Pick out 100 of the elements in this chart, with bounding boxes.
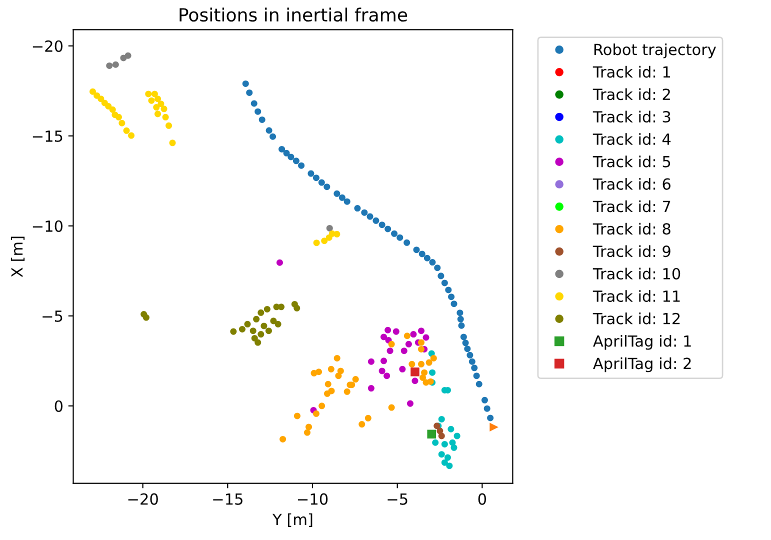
point [106,62,113,69]
point [446,462,453,470]
point [334,190,340,197]
point [473,372,480,380]
point [274,320,282,328]
point [278,304,285,310]
point [258,116,266,123]
point [404,239,410,246]
point [148,97,155,104]
point [123,127,130,134]
point [430,354,437,362]
point [427,430,436,439]
legend-label: Track id: 11 [592,290,680,302]
point [476,380,482,388]
point [250,100,258,107]
x-tick-label: −15 [213,493,242,505]
point [335,372,342,380]
legend-label: Track id: 1 [592,66,670,78]
point [312,174,320,182]
point [460,334,467,340]
point [384,226,392,232]
point [396,234,404,241]
point [366,213,374,220]
point [306,424,312,430]
point [142,314,150,321]
point [487,414,494,422]
point [380,334,388,340]
point [118,120,126,126]
point [422,334,430,341]
point [265,328,272,334]
point [429,369,436,376]
point [160,106,168,112]
legend-label: Track id: 5 [592,156,670,168]
point [368,358,374,365]
point [344,388,350,395]
point [251,334,258,342]
point [253,316,260,322]
point [283,150,290,156]
point [334,230,340,238]
point [288,154,294,160]
legend-label: Track id: 9 [592,245,670,258]
point [481,396,488,404]
point [166,122,172,129]
point [399,366,406,372]
point [410,367,420,376]
legend-label: AprilTag id: 2 [593,357,691,372]
point [438,272,444,280]
point [444,454,451,461]
point [313,240,320,246]
point [318,402,326,410]
point [154,96,162,102]
point [441,459,448,466]
point [468,358,476,365]
point [354,205,361,212]
point [278,146,286,152]
point [368,385,374,392]
point [270,318,277,324]
point [450,444,458,451]
point [312,410,320,417]
point [420,374,426,381]
chart-title: Positions in inertial frame [180,8,408,22]
point [276,259,283,266]
point [230,328,237,335]
point [456,310,464,316]
point [458,322,465,329]
point [304,429,310,436]
point [242,80,249,87]
point [438,416,445,422]
point [258,331,264,338]
point [270,133,276,140]
point [169,140,176,146]
point [280,436,286,442]
y-axis-title: X [m] [10,236,25,278]
point [308,170,314,177]
point [338,194,346,201]
point [441,280,448,286]
point [145,90,152,98]
point [400,348,408,354]
point [298,162,305,169]
point [112,61,119,68]
x-tick-label: −20 [128,493,158,505]
point [484,405,490,412]
y-tick-label: −15 [32,130,62,142]
point [380,358,388,364]
point [392,328,400,335]
legend-label: Track id: 10 [592,268,680,280]
point [466,352,474,358]
y-tick-label: −10 [32,220,63,232]
point [441,440,448,448]
point [260,322,268,330]
legend-label: AprilTag id: 1 [593,334,691,350]
point [128,132,135,139]
point [391,230,398,237]
y-tick-label: 0 [54,400,63,412]
point [115,114,122,120]
point [406,400,414,407]
point [418,360,425,368]
point [418,339,425,346]
point [352,376,359,383]
point [238,326,246,332]
